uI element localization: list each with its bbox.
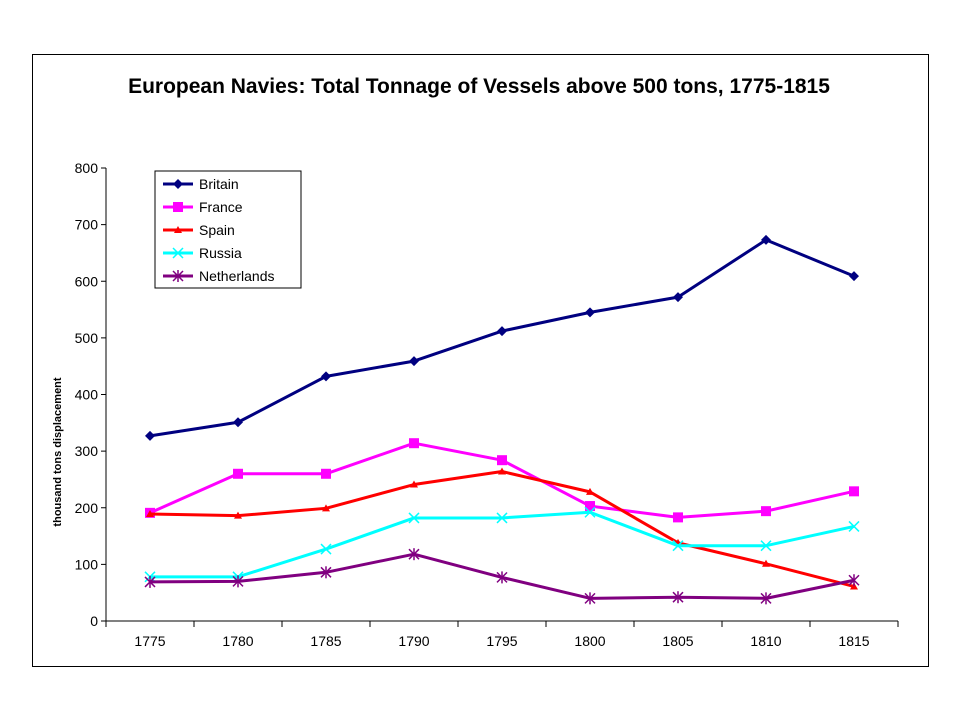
legend-marker [174,226,182,233]
x-tick-label: 1795 [486,633,517,649]
y-tick-label: 300 [75,443,99,459]
y-tick-label: 700 [75,217,99,233]
data-point-france [849,486,859,497]
y-axis-label: thousand tons displacement [52,377,64,526]
x-tick-label: 1780 [222,633,253,649]
data-point-russia [672,540,684,552]
data-point-britain [761,234,771,245]
series-line-russia [150,510,855,579]
y-tick-label: 500 [75,330,99,346]
data-point-spain [498,467,506,475]
x-tick-label: 1785 [310,633,341,649]
legend-label: Russia [199,245,242,261]
data-point-france [761,506,771,517]
data-point-britain [409,356,419,367]
data-point-netherlands [232,575,244,588]
y-tick-label: 200 [75,500,99,516]
data-point-france [673,512,683,523]
legend: Britain France Spain Russia Netherlands [154,170,302,289]
data-point-netherlands [672,591,684,604]
y-tick-label: 0 [90,613,98,629]
x-tick-label: 1775 [134,633,165,649]
data-point-france [321,468,331,479]
series-layer [144,234,860,605]
data-point-russia [408,512,420,524]
data-point-britain [497,326,507,337]
legend-label: France [199,199,243,215]
data-point-netherlands [848,574,860,587]
legend-item-spain: Spain [163,222,235,238]
data-point-britain [145,430,155,441]
data-point-russia [320,543,332,555]
series-france [145,438,859,523]
series-line-spain [149,470,855,588]
data-point-france [409,438,419,449]
data-point-russia [496,512,508,524]
axes: 0 100 200 300 400 500 600 700 800 1775 1780 1785 179… [75,160,899,649]
legend-item-france: France [163,199,243,215]
data-point-britain [585,307,595,318]
data-point-britain [233,417,243,428]
data-point-britain [321,371,331,382]
legend-marker [173,202,183,212]
data-point-russia [760,540,772,552]
series-russia [144,506,860,583]
data-point-netherlands [408,548,420,561]
y-tick-label: 800 [75,160,99,176]
series-britain [145,234,859,441]
legend-marker [172,247,184,259]
data-point-netherlands [496,571,508,584]
legend-marker [172,270,184,282]
x-tick-label: 1810 [750,633,781,649]
data-point-france [497,455,507,466]
chart-title: European Navies: Total Tonnage of Vessel… [128,75,830,98]
y-tick-label: 400 [75,387,99,403]
legend-label: Spain [199,222,235,238]
data-point-france [233,468,243,479]
data-point-netherlands [760,592,772,605]
x-tick-label: 1790 [398,633,429,649]
data-point-spain [586,487,594,495]
legend-item-netherlands: Netherlands [163,268,275,284]
data-point-netherlands [320,566,332,579]
data-point-netherlands [144,575,156,588]
legend-item-russia: Russia [163,245,242,261]
chart-frame: European Navies: Total Tonnage of Vessel… [32,54,929,667]
legend-label: Netherlands [199,268,275,284]
data-point-britain [673,292,683,303]
data-point-russia [848,520,860,532]
series-netherlands [144,548,860,605]
line-chart: European Navies: Total Tonnage of Vessel… [52,75,899,649]
data-point-russia [584,506,596,518]
data-point-spain [410,480,418,488]
legend-item-britain: Britain [163,176,239,192]
y-tick-label: 600 [75,273,99,289]
x-tick-label: 1800 [574,633,605,649]
data-point-netherlands [584,592,596,605]
legend-marker [173,179,183,189]
y-tick-label: 100 [75,556,99,572]
data-point-spain [322,504,330,512]
x-tick-label: 1805 [662,633,693,649]
legend-label: Britain [199,176,239,192]
data-point-spain [146,509,154,517]
series-line-france [149,441,855,519]
data-point-spain [762,559,770,567]
data-point-spain [234,511,242,519]
x-tick-label: 1815 [838,633,869,649]
data-point-france [585,501,595,512]
data-point-britain [849,271,859,282]
